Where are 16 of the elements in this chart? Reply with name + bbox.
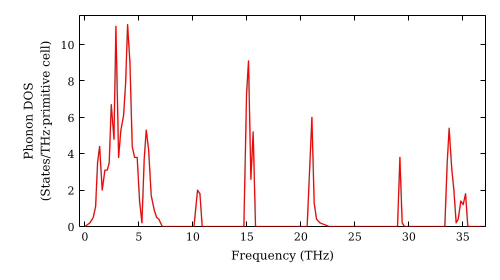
x-tick-label: 30 [402,230,416,244]
x-tick-label: 35 [456,230,470,244]
x-tick-label: 15 [240,230,254,244]
y-tick-label: 6 [68,112,74,125]
x-tick-label: 0 [81,230,88,244]
y-tick-label: 10 [60,39,75,52]
x-tick-label: 20 [294,230,308,244]
y-tick-label: 0 [68,221,74,234]
y-axis-title: Phonon DOS (States/THz·primitive cell) [22,40,53,202]
y-tick-label: 2 [68,184,74,198]
y-tick-label: 8 [68,75,74,88]
x-tick-label: 25 [348,230,362,244]
x-tick-label: 10 [186,230,200,244]
x-tick-label: 5 [135,230,142,244]
y-tick-label: 4 [68,148,74,162]
x-axis-title: Frequency (THz) [231,248,334,262]
